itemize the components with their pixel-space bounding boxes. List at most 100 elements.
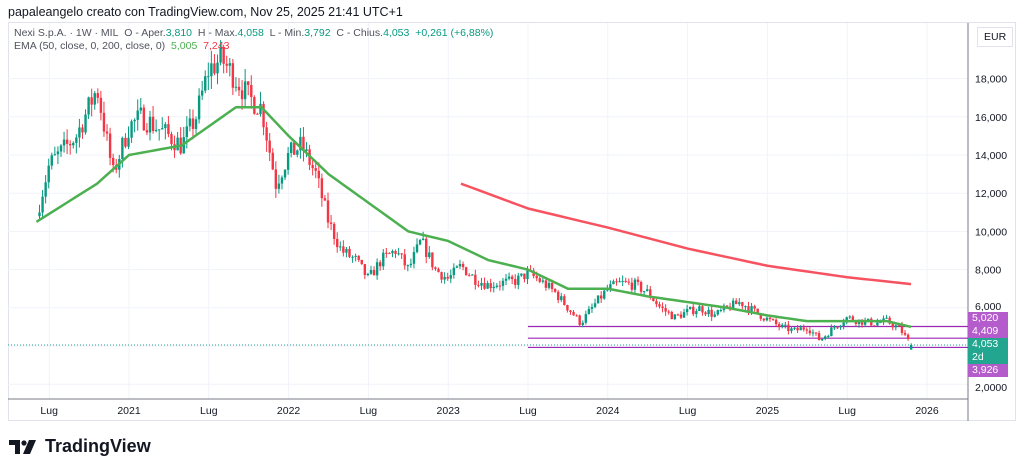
candle-body — [768, 317, 772, 320]
candle-body — [418, 240, 422, 245]
x-tick-label: Lug — [679, 405, 697, 417]
candle-body — [53, 154, 57, 156]
candle-body — [486, 283, 489, 289]
candle-body — [903, 332, 907, 335]
candle-body — [845, 317, 848, 323]
candle-body — [781, 324, 784, 328]
candle-body — [753, 306, 756, 309]
candle-body — [464, 267, 468, 276]
currency-button[interactable]: EUR — [977, 27, 1014, 47]
candle-body — [661, 306, 664, 309]
candle-body — [793, 327, 796, 329]
candle-body — [553, 289, 557, 292]
candle-body — [400, 253, 403, 255]
candle-body — [820, 338, 824, 341]
candle-body — [293, 142, 296, 155]
candle-body — [642, 291, 646, 293]
candle-body — [434, 267, 437, 269]
candle-body — [93, 93, 96, 105]
candle-body — [560, 296, 563, 301]
ema50-value: 5,005 — [171, 40, 198, 52]
candle-body — [299, 136, 302, 151]
candle-body — [615, 281, 618, 283]
candle-body — [830, 327, 833, 337]
candle-body — [851, 316, 855, 321]
last-price: 4,053 — [972, 338, 999, 350]
candle-body — [191, 118, 195, 129]
candle-body — [336, 238, 339, 248]
candle-body — [833, 327, 836, 329]
ema-legend[interactable]: EMA (50, close, 0, 200, close, 0) 5,005 … — [14, 40, 493, 53]
candle-body — [127, 137, 130, 147]
candle-body — [566, 304, 569, 311]
candle-body — [498, 285, 502, 287]
x-tick-label: 2024 — [596, 405, 620, 417]
candle-body — [102, 112, 106, 132]
candle-body — [747, 306, 750, 312]
candle-body — [716, 310, 720, 315]
candle-body — [449, 275, 452, 279]
price-chart[interactable]: 18,000 16,000 14,000 12,000 10,000 8,000 6,000… — [0, 0, 1024, 430]
candle-body — [719, 310, 723, 312]
candle-body — [624, 280, 627, 282]
candle-body — [842, 322, 845, 326]
candle-body — [695, 311, 698, 315]
candle-body — [569, 310, 572, 312]
candle-body — [474, 274, 477, 285]
candle-body — [593, 303, 597, 307]
candle-body — [679, 314, 683, 318]
candle-body — [194, 119, 198, 129]
candle-body — [170, 134, 173, 145]
candle-body — [839, 325, 842, 328]
candle-body — [277, 183, 281, 189]
symbol-legend[interactable]: Nexi S.p.A. · 1W · MIL O - Aper.3,810 H … — [14, 27, 493, 40]
candle-body — [302, 136, 305, 151]
candle-body — [200, 90, 204, 96]
candle-body — [237, 86, 241, 91]
y-tick-label: 16,000 — [975, 112, 1007, 124]
candle-body — [701, 306, 704, 313]
symbol-name: Nexi S.p.A. · 1W · MIL — [14, 27, 119, 39]
candle-body — [796, 327, 799, 331]
ema200-value: 7,243 — [203, 40, 230, 52]
candle-body — [866, 318, 870, 321]
candle-body — [96, 93, 100, 98]
close-label: C - Chius. — [336, 27, 384, 39]
bar-countdown: 2d 20h — [972, 351, 984, 363]
candle-body — [50, 155, 53, 166]
candle-body — [771, 319, 775, 321]
candle-body — [296, 150, 299, 155]
candle-body — [658, 304, 661, 307]
candle-body — [655, 301, 658, 305]
candle-body — [38, 212, 41, 217]
tradingview-logo[interactable]: TradingView — [9, 436, 151, 457]
close-value: 4,053 — [383, 27, 410, 39]
candle-body — [111, 157, 115, 165]
high-label: H - Max. — [197, 27, 238, 39]
candle-body — [682, 312, 686, 318]
candle-body — [673, 314, 677, 320]
candle-body — [145, 130, 149, 133]
candle-body — [406, 265, 410, 267]
candle-body — [68, 143, 72, 146]
candle-body — [360, 259, 363, 265]
candle-body — [618, 281, 621, 283]
candle-body — [909, 344, 913, 350]
candle-body — [397, 253, 400, 255]
candle-body — [799, 327, 802, 331]
candle-body — [756, 308, 759, 314]
candle-body — [633, 279, 637, 290]
candle-body — [440, 272, 443, 280]
candle-body — [329, 222, 333, 224]
candle-body — [520, 273, 523, 276]
candle-body — [750, 306, 753, 312]
candle-body — [259, 103, 262, 115]
candle-body — [514, 279, 517, 285]
candle-body — [314, 168, 317, 171]
candle-body — [372, 270, 376, 276]
candle-body — [274, 169, 278, 189]
candle-body — [480, 283, 483, 286]
candle-body — [412, 252, 416, 264]
open-label: O - Aper. — [124, 27, 166, 39]
candle-body — [467, 275, 471, 277]
